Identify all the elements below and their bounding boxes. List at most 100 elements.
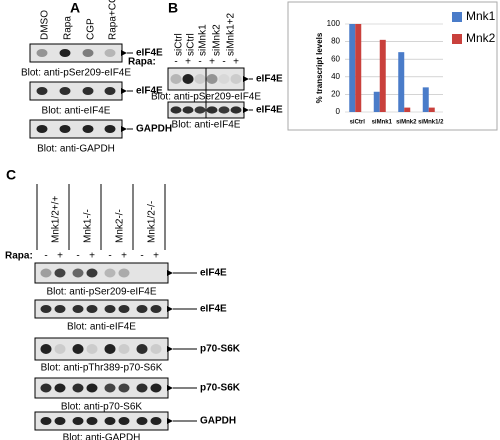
band xyxy=(36,124,48,134)
rapa-sign: + xyxy=(233,57,239,68)
bar xyxy=(422,87,429,112)
band xyxy=(118,304,130,314)
rapa-sign: - xyxy=(198,57,201,68)
panel-label: A xyxy=(70,0,80,16)
band xyxy=(104,124,116,134)
band xyxy=(206,74,218,84)
lane-label: CGP xyxy=(86,18,97,40)
bar xyxy=(379,39,386,113)
y-tick-label: 20 xyxy=(331,90,340,99)
blot-target: p70-S6K xyxy=(200,344,241,355)
x-tick-label: siMnk1/2 xyxy=(418,120,444,126)
band xyxy=(82,86,94,96)
band xyxy=(82,124,94,134)
band xyxy=(86,416,98,426)
rapa-sign: + xyxy=(121,251,127,262)
band xyxy=(218,106,230,114)
band xyxy=(194,74,206,84)
blot-caption: Blot: anti-eIF4E xyxy=(42,106,111,117)
band xyxy=(206,106,218,114)
bar xyxy=(373,91,380,112)
rapa-label: Rapa: xyxy=(128,57,156,68)
band xyxy=(104,86,116,96)
y-tick-label: 0 xyxy=(336,107,341,116)
blot-caption: Blot: anti-eIF4E xyxy=(172,120,241,131)
rapa-sign: + xyxy=(185,57,191,68)
band xyxy=(72,304,84,314)
rapa-sign: + xyxy=(153,251,159,262)
band xyxy=(86,304,98,314)
blot-target: GAPDH xyxy=(200,416,236,427)
rapa-label: Rapa: xyxy=(5,251,33,262)
band xyxy=(150,304,162,314)
y-tick-label: 40 xyxy=(331,72,340,81)
band xyxy=(230,74,242,84)
band xyxy=(150,383,162,393)
rapa-sign: - xyxy=(222,57,225,68)
band xyxy=(72,344,84,354)
rapa-sign: + xyxy=(57,251,63,262)
blot-target: eIF4E xyxy=(256,74,283,85)
band xyxy=(136,304,148,314)
bar xyxy=(349,24,356,112)
band xyxy=(104,304,116,314)
band xyxy=(59,124,71,134)
blot-target: eIF4E xyxy=(200,268,227,279)
blot-caption: Blot: anti-pSer209-eIF4E xyxy=(21,68,131,79)
band xyxy=(230,106,242,114)
x-tick-label: siCtrl xyxy=(350,120,366,126)
band xyxy=(40,304,52,314)
blot-caption: Blot: anti-pSer209-eIF4E xyxy=(46,287,156,298)
band xyxy=(54,344,66,354)
band xyxy=(54,416,66,426)
blot-target: eIF4E xyxy=(256,105,283,116)
lane-label: Mnk1/2+/+ xyxy=(51,196,62,243)
panel-label: B xyxy=(168,0,178,16)
band xyxy=(36,48,48,58)
blot-caption: Blot: anti-pThr389-p70-S6K xyxy=(41,363,163,374)
band xyxy=(36,86,48,96)
band xyxy=(118,383,130,393)
band xyxy=(40,344,52,354)
bar xyxy=(355,24,362,112)
band xyxy=(118,268,130,278)
band xyxy=(104,416,116,426)
band xyxy=(82,48,94,58)
rapa-sign: + xyxy=(209,57,215,68)
y-axis-label: % transcript levels xyxy=(315,32,324,103)
band xyxy=(54,383,66,393)
band xyxy=(104,48,116,58)
lane-label: DMSO xyxy=(40,10,51,40)
band xyxy=(40,416,52,426)
band xyxy=(182,106,194,114)
blot-target: eIF4E xyxy=(200,304,227,315)
lane-label: Mnk2-/- xyxy=(115,209,126,243)
band xyxy=(218,74,230,84)
band xyxy=(40,268,52,278)
lane-label: Rapa xyxy=(63,16,74,40)
blot-caption: Blot: anti-p70-S6K xyxy=(61,402,142,413)
band xyxy=(54,304,66,314)
lane-label: Mnk1/2-/- xyxy=(147,201,158,243)
band xyxy=(136,344,148,354)
blot-caption: Blot: anti-GAPDH xyxy=(63,433,141,440)
rapa-sign: - xyxy=(76,251,79,262)
band xyxy=(150,416,162,426)
band xyxy=(118,416,130,426)
legend-label: Mnk2 xyxy=(466,31,496,45)
bar xyxy=(398,52,405,112)
band xyxy=(136,383,148,393)
band xyxy=(86,268,98,278)
rapa-sign: + xyxy=(89,251,95,262)
rapa-sign: - xyxy=(140,251,143,262)
y-tick-label: 60 xyxy=(331,54,340,63)
band xyxy=(150,344,162,354)
legend-swatch xyxy=(452,34,462,44)
blot-target: eIF4E xyxy=(136,48,163,59)
band xyxy=(104,383,116,393)
blot-target: GAPDH xyxy=(136,124,172,135)
band xyxy=(86,383,98,393)
legend-label: Mnk1 xyxy=(466,9,496,23)
blot-target: p70-S6K xyxy=(200,383,241,394)
